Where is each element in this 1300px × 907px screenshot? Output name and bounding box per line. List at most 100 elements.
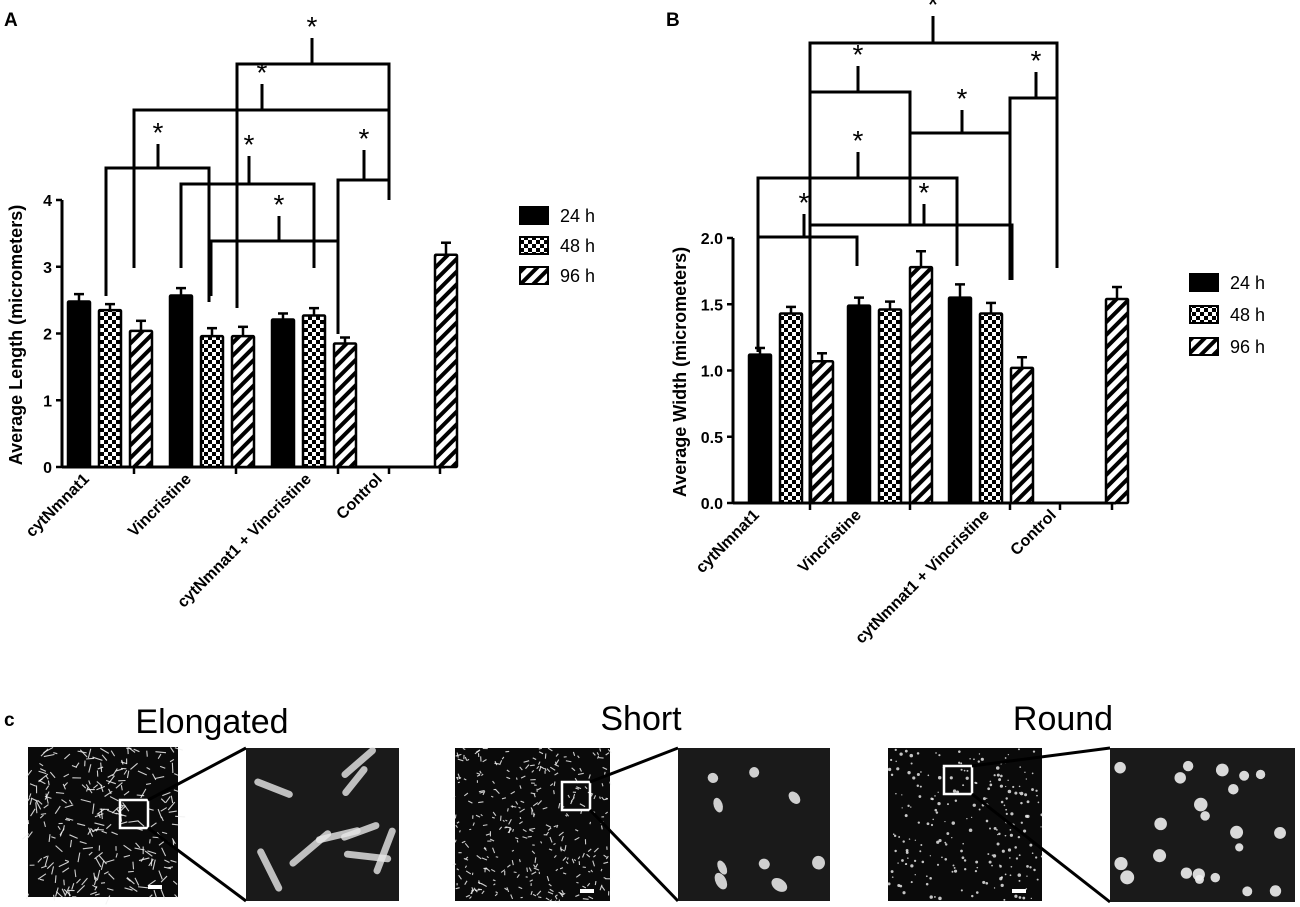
mitochondrion-segment <box>96 869 101 881</box>
mitochondrion-segment <box>54 805 61 814</box>
mitochondrion-segment <box>129 885 138 892</box>
mitochondrion-segment <box>495 891 498 894</box>
mitochondrion-segment <box>172 880 178 885</box>
mitochondrion-dot <box>938 754 941 757</box>
mitochondrion-dot <box>978 753 981 755</box>
bar-solid <box>846 304 872 505</box>
mitochondrion-segment <box>485 867 491 872</box>
x-category-label: Vincristine <box>795 507 865 577</box>
mitochondrion-segment <box>104 790 113 797</box>
mitochondrion-segment <box>519 821 523 825</box>
mitochondrion-segment <box>499 760 503 766</box>
mitochondrion-dot <box>1018 879 1021 882</box>
mitochondrion-segment <box>63 879 65 886</box>
bar-checker <box>778 312 804 505</box>
panel-c-micrographs: c Elongated Short Round <box>4 700 1295 905</box>
mitochondrion-segment <box>534 857 537 863</box>
mitochondrion-dot <box>914 874 916 876</box>
mitochondrion-segment <box>37 858 43 863</box>
mitochondrion-dot <box>1026 814 1030 819</box>
mitochondrion-segment <box>516 874 520 878</box>
mitochondrion-segment <box>603 854 608 858</box>
mitochondrion-segment <box>53 752 58 755</box>
mitochondrion-dot <box>887 882 891 886</box>
panel-a-letter: A <box>4 10 18 31</box>
mitochondrion-dot <box>895 793 897 795</box>
mitochondrion-segment <box>492 811 497 816</box>
mitochondrion-segment <box>518 859 521 863</box>
mitochondrion-segment <box>165 796 171 804</box>
significance-bracket <box>756 235 859 352</box>
mitochondrion-dot <box>960 768 963 771</box>
mitochondrion-segment <box>507 808 509 812</box>
mitochondrion-segment <box>536 765 540 770</box>
mitochondrion-segment <box>468 800 473 804</box>
mitochondrion-round <box>1153 849 1167 863</box>
mitochondrion-segment <box>167 801 176 811</box>
mitochondrion-dot <box>1000 883 1004 888</box>
micrograph-title-elongated: Elongated <box>135 703 288 741</box>
panel-b-letter: B <box>666 10 680 31</box>
x-category-label: Control <box>334 471 386 523</box>
mitochondrion-dot <box>941 856 943 859</box>
panel-a-bars <box>66 241 459 469</box>
mitochondrion-dot <box>975 891 979 894</box>
mitochondrion-segment <box>147 879 156 887</box>
mitochondrion-round <box>1200 811 1210 821</box>
mitochondrion-segment <box>95 827 100 832</box>
mitochondrion-segment <box>123 769 128 775</box>
mitochondrion-dot <box>890 758 893 762</box>
mitochondrion-segment <box>596 752 600 756</box>
mitochondrion-segment <box>507 864 511 868</box>
mitochondrion-segment <box>562 856 567 862</box>
mitochondrion-segment <box>529 827 536 830</box>
mitochondrion-segment <box>170 859 177 863</box>
mitochondrion-segment <box>518 886 523 890</box>
mitochondrion-round <box>1154 817 1167 831</box>
mitochondrion-dot <box>938 838 942 843</box>
mitochondrion-segment <box>532 802 539 807</box>
mitochondrion-dot <box>1018 896 1022 899</box>
mitochondrion-segment <box>51 836 56 839</box>
mitochondrion-elongated <box>254 778 293 798</box>
y-tick-label: 2.0 <box>701 231 723 248</box>
mitochondrion-segment <box>47 780 50 786</box>
legend-swatch <box>519 206 549 225</box>
significance-star: * <box>853 125 864 156</box>
mitochondrion-dot <box>987 853 990 856</box>
mitochondrion-segment <box>115 782 123 789</box>
mitochondrion-segment <box>571 767 576 772</box>
mitochondrion-segment <box>109 796 119 802</box>
mitochondrion-segment <box>457 758 464 762</box>
mitochondrion-dot <box>1000 876 1004 879</box>
mitochondrion-segment <box>459 830 461 833</box>
mitochondrion-segment <box>576 786 582 790</box>
mitochondrion-segment <box>87 748 92 759</box>
bar-hatch <box>908 265 934 505</box>
mitochondrion-segment <box>115 768 124 772</box>
mitochondrion-dot <box>907 804 910 808</box>
mitochondrion-dot <box>954 799 958 802</box>
mitochondrion-segment <box>464 880 468 885</box>
mitochondrion-dot <box>933 896 936 898</box>
mitochondrion-segment <box>492 879 496 882</box>
mitochondrion-segment <box>103 871 109 875</box>
zoom-connector <box>589 746 679 784</box>
significance-star: * <box>799 187 810 218</box>
mitochondrion-segment <box>155 751 167 754</box>
mitochondrion-dot <box>910 762 913 765</box>
mitochondrion-dot <box>962 784 965 787</box>
mitochondrion-segment <box>553 843 556 846</box>
mitochondrion-round <box>1239 770 1250 781</box>
mitochondrion-round <box>1215 763 1229 777</box>
mitochondrion-segment <box>511 860 514 866</box>
mitochondrion-dot <box>1029 866 1032 869</box>
mitochondrion-segment <box>128 870 134 873</box>
mitochondrion-dot <box>907 771 911 775</box>
mitochondrion-dot <box>1007 848 1012 852</box>
mitochondrion-dot <box>1024 793 1028 797</box>
significance-star: * <box>257 57 268 88</box>
mitochondrion-segment <box>481 890 485 895</box>
significance-star: * <box>307 11 318 42</box>
mitochondrion-segment <box>45 775 49 780</box>
